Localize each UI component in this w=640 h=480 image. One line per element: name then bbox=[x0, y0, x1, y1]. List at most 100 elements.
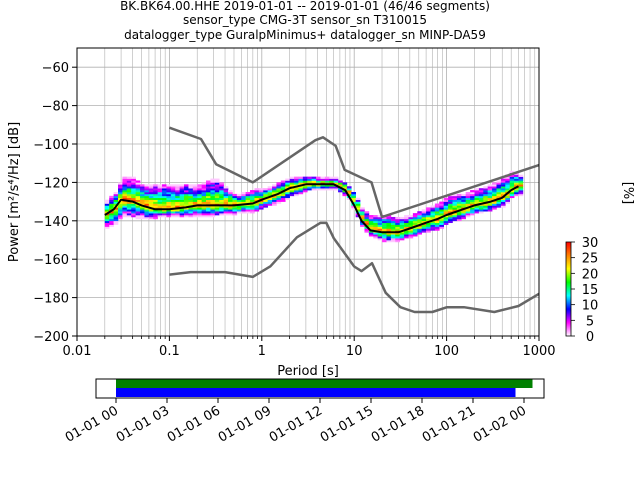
density-cell bbox=[373, 227, 378, 229]
density-cell bbox=[382, 227, 387, 229]
density-cell bbox=[268, 204, 273, 206]
density-cell bbox=[369, 217, 374, 219]
density-cell bbox=[206, 188, 211, 190]
density-cell bbox=[461, 217, 466, 219]
density-cell bbox=[250, 211, 255, 213]
density-cell bbox=[448, 200, 453, 202]
density-cell bbox=[241, 198, 246, 200]
density-cell bbox=[149, 217, 154, 219]
density-cell bbox=[184, 209, 189, 211]
density-cell bbox=[232, 209, 237, 211]
density-cell bbox=[342, 182, 347, 184]
density-cell bbox=[501, 200, 506, 202]
density-cell bbox=[382, 234, 387, 236]
density-cell bbox=[474, 188, 479, 190]
density-cell bbox=[483, 188, 488, 190]
density-cell bbox=[219, 186, 224, 188]
density-cell bbox=[435, 221, 440, 223]
density-cell bbox=[320, 179, 325, 181]
density-cell bbox=[479, 205, 484, 207]
density-cell bbox=[408, 223, 413, 225]
density-cell bbox=[193, 188, 198, 190]
density-cell bbox=[364, 217, 369, 219]
density-cell bbox=[461, 200, 466, 202]
density-cell bbox=[457, 194, 462, 196]
density-cell bbox=[510, 192, 515, 194]
density-cell bbox=[457, 198, 462, 200]
density-cell bbox=[461, 204, 466, 206]
density-cell bbox=[149, 202, 154, 204]
density-cell bbox=[210, 196, 215, 198]
density-cell bbox=[452, 219, 457, 221]
colorbar-tick-label: 25 bbox=[582, 252, 599, 267]
density-cell bbox=[140, 188, 145, 190]
density-cell bbox=[422, 219, 427, 221]
density-cell bbox=[395, 236, 400, 238]
density-cell bbox=[144, 190, 149, 192]
density-cell bbox=[224, 213, 229, 215]
density-cell bbox=[237, 207, 242, 209]
density-cell bbox=[175, 196, 180, 198]
density-cell bbox=[461, 202, 466, 204]
density-cell bbox=[140, 207, 145, 209]
density-cell bbox=[219, 184, 224, 186]
density-cell bbox=[162, 198, 167, 200]
density-cell bbox=[114, 198, 119, 200]
density-cell bbox=[180, 194, 185, 196]
density-cell bbox=[197, 200, 202, 202]
density-cell bbox=[400, 236, 405, 238]
density-cell bbox=[329, 179, 334, 181]
density-cell bbox=[461, 205, 466, 207]
density-cell bbox=[496, 186, 501, 188]
density-cell bbox=[466, 215, 471, 217]
density-cell bbox=[461, 198, 466, 200]
density-cell bbox=[105, 204, 110, 206]
density-cell bbox=[210, 180, 215, 182]
density-cell bbox=[444, 211, 449, 213]
density-cell bbox=[197, 202, 202, 204]
y-tick-label: −180 bbox=[33, 292, 69, 307]
density-cell bbox=[259, 202, 264, 204]
density-cell bbox=[325, 180, 330, 182]
density-cell bbox=[197, 190, 202, 192]
density-cell bbox=[131, 188, 136, 190]
density-cell bbox=[461, 215, 466, 217]
density-cell bbox=[105, 207, 110, 209]
density-cell bbox=[347, 188, 352, 190]
y-tick-label: −100 bbox=[33, 138, 69, 153]
density-cell bbox=[519, 180, 524, 182]
density-cell bbox=[206, 192, 211, 194]
density-cell bbox=[303, 177, 308, 179]
density-cell bbox=[360, 215, 365, 217]
density-cell bbox=[206, 213, 211, 215]
density-cell bbox=[510, 180, 515, 182]
density-cell bbox=[294, 188, 299, 190]
density-cell bbox=[369, 234, 374, 236]
density-cell bbox=[175, 192, 180, 194]
density-cell bbox=[259, 204, 264, 206]
density-cell bbox=[109, 204, 114, 206]
density-cell bbox=[505, 188, 510, 190]
density-cell bbox=[184, 190, 189, 192]
density-cell bbox=[127, 207, 132, 209]
density-cell bbox=[215, 213, 220, 215]
density-cell bbox=[193, 192, 198, 194]
density-cell bbox=[254, 194, 259, 196]
density-cell bbox=[197, 188, 202, 190]
density-cell bbox=[136, 184, 141, 186]
density-cell bbox=[439, 204, 444, 206]
density-cell bbox=[210, 207, 215, 209]
density-cell bbox=[395, 227, 400, 229]
density-cell bbox=[404, 219, 409, 221]
density-cell bbox=[342, 194, 347, 196]
density-cell bbox=[338, 180, 343, 182]
density-cell bbox=[131, 215, 136, 217]
density-cell bbox=[479, 192, 484, 194]
density-cell bbox=[276, 200, 281, 202]
density-cell bbox=[307, 179, 312, 181]
density-cell bbox=[514, 194, 519, 196]
density-cell bbox=[439, 209, 444, 211]
density-cell bbox=[184, 200, 189, 202]
density-cell bbox=[162, 196, 167, 198]
density-cell bbox=[136, 198, 141, 200]
